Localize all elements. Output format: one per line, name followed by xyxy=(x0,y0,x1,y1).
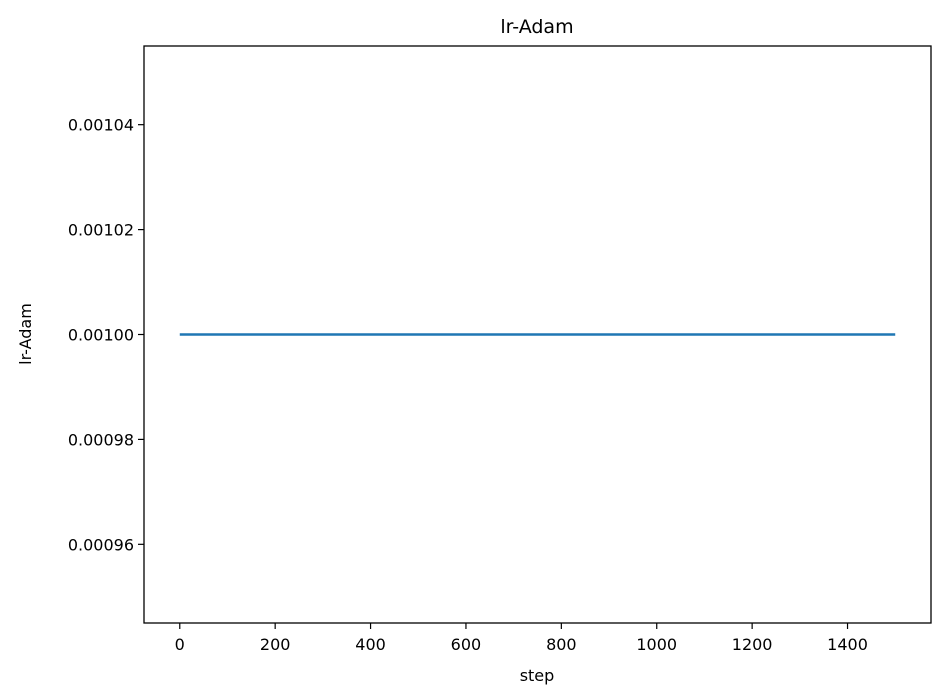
x-tick-label: 1200 xyxy=(732,635,773,654)
y-tick-label: 0.00104 xyxy=(68,116,134,135)
y-tick-label: 0.00100 xyxy=(68,326,134,345)
x-tick-label: 400 xyxy=(355,635,386,654)
x-tick-label: 200 xyxy=(260,635,291,654)
y-axis-label: lr-Adam xyxy=(16,303,35,365)
y-tick-label: 0.00096 xyxy=(68,535,134,554)
chart-title: lr-Adam xyxy=(500,16,573,38)
x-tick-label: 0 xyxy=(175,635,185,654)
x-axis: 0 200 400 600 800 1000 1200 1400 xyxy=(175,623,868,654)
x-axis-label: step xyxy=(520,666,555,685)
x-tick-label: 1000 xyxy=(636,635,677,654)
y-tick-label: 0.00102 xyxy=(68,221,134,240)
x-tick-label: 600 xyxy=(451,635,482,654)
y-axis: 0.00096 0.00098 0.00100 0.00102 0.00104 xyxy=(68,116,144,554)
x-tick-label: 800 xyxy=(546,635,577,654)
x-tick-label: 1400 xyxy=(827,635,868,654)
y-tick-label: 0.00098 xyxy=(68,430,134,449)
